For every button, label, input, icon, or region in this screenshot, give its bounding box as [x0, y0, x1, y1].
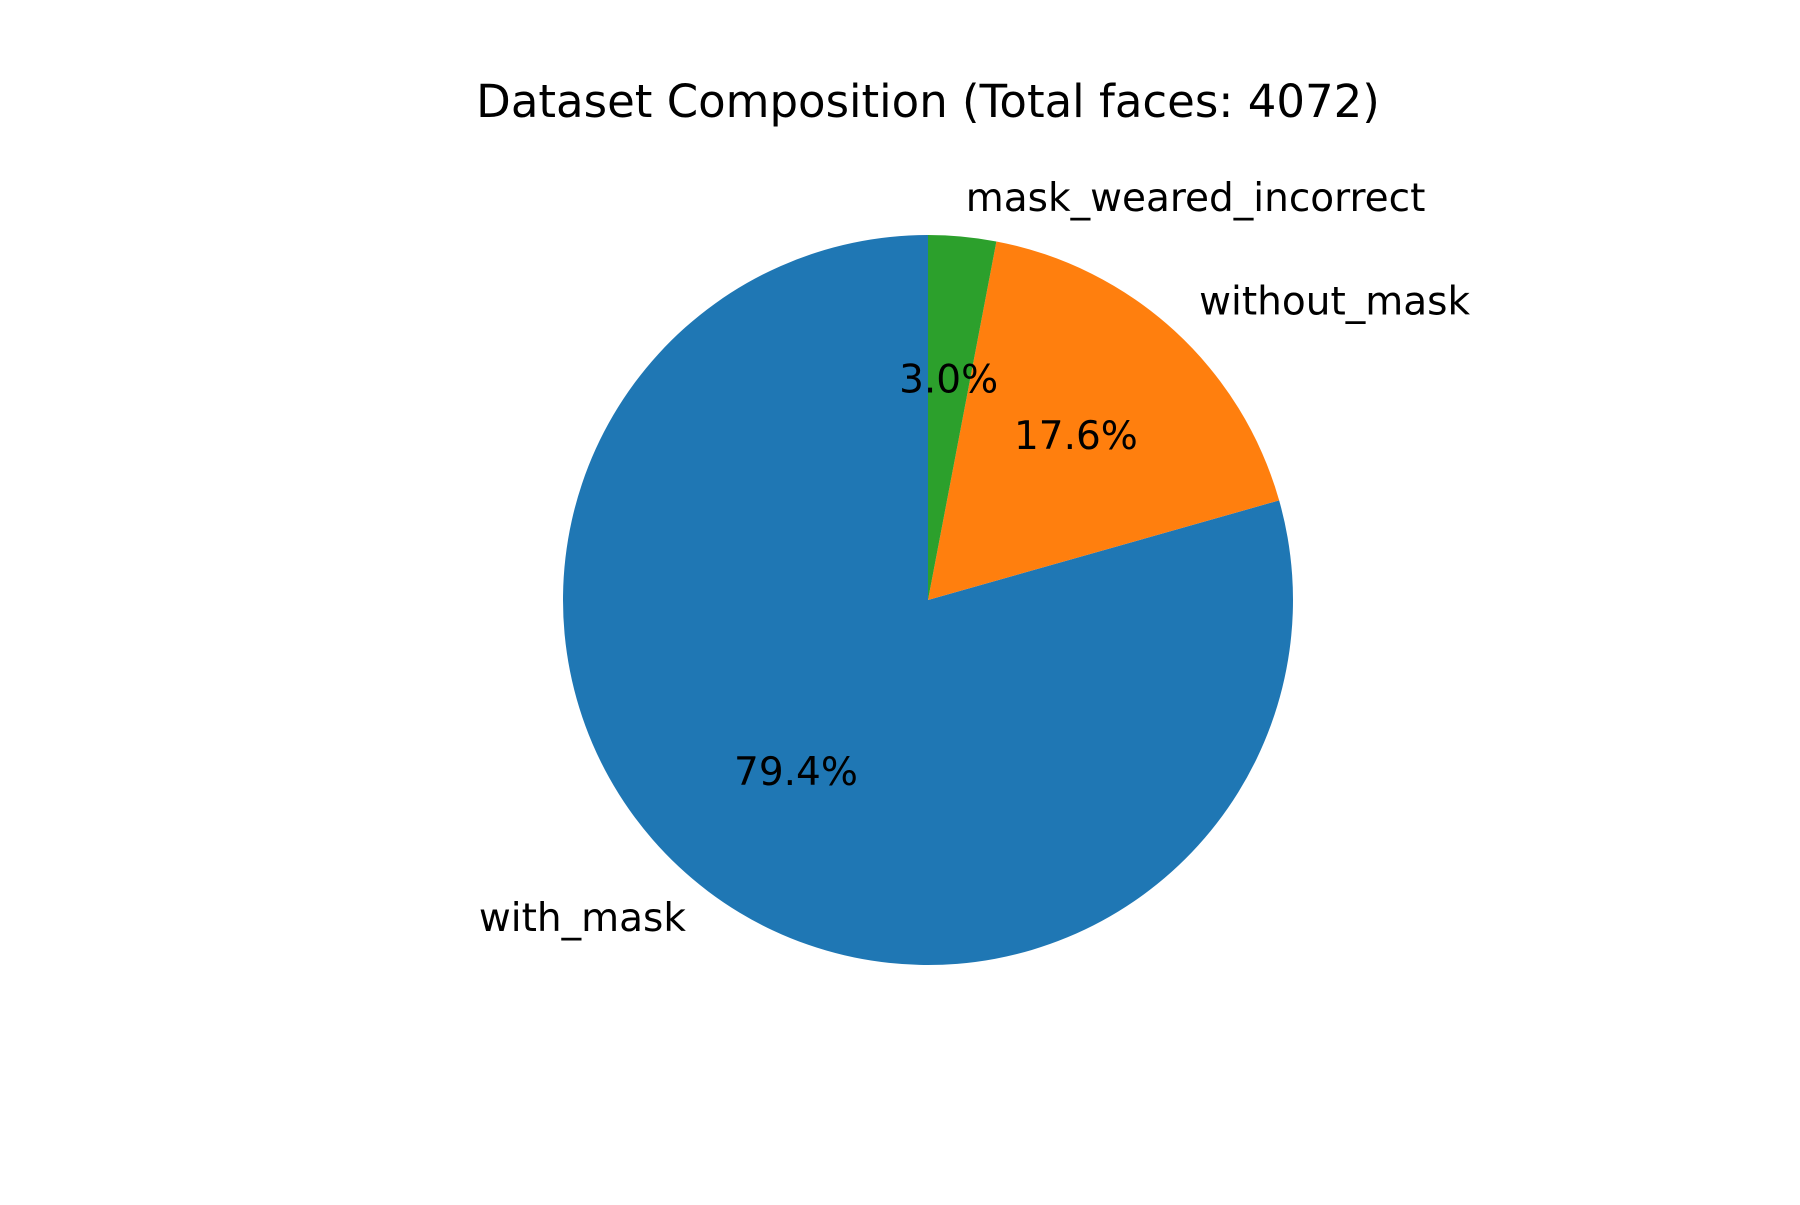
pie-slice-with-mask [563, 235, 1293, 965]
slice-label-with-mask: with_mask [479, 896, 686, 941]
slice-percent-without-mask: 17.6% [1014, 414, 1138, 459]
slice-percent-mask-weared-incorrect: 3.0% [899, 357, 998, 402]
chart-title: Dataset Composition (Total faces: 4072) [476, 75, 1380, 128]
slice-label-without-mask: without_mask [1199, 279, 1470, 324]
pie-slice-mask-weared-incorrect [928, 235, 997, 600]
pie-labels: with_mask 79.4% without_mask 17.6% mask_wear… [479, 176, 1471, 941]
slice-label-mask-weared-incorrect: mask_weared_incorrect [966, 176, 1426, 221]
slice-percent-with-mask: 79.4% [734, 750, 858, 795]
pie-slice-without-mask [928, 241, 1280, 600]
pie-slices [563, 235, 1293, 965]
